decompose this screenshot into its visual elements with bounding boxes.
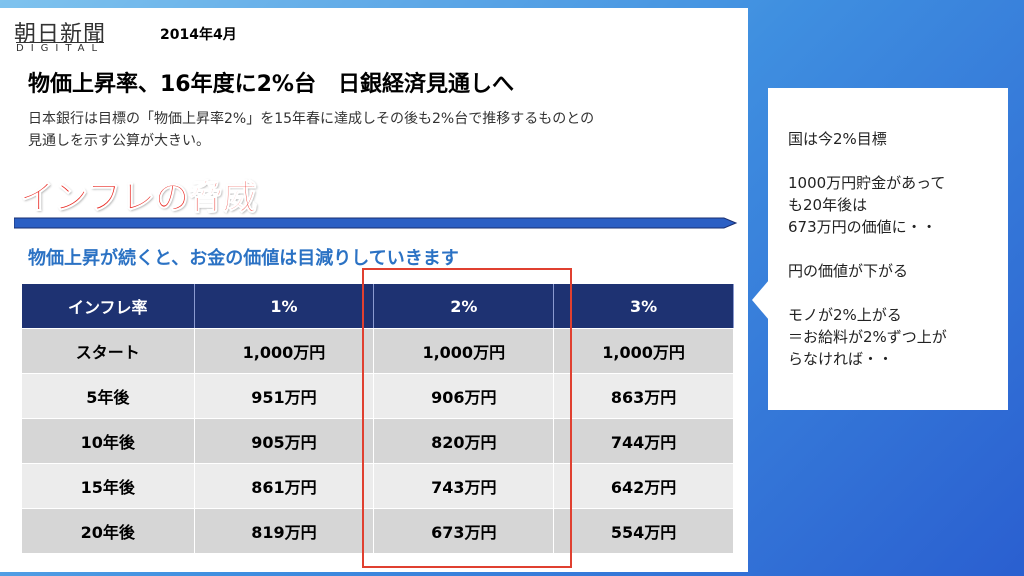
note-line: 円の価値が下がる	[788, 262, 909, 280]
cell: 1,000万円	[553, 328, 734, 374]
note-line: 1000万円貯金があって	[788, 174, 946, 192]
note-paragraph: モノが2%上がる ＝お給料が2%ずつ上が らなければ・・	[788, 304, 947, 370]
row-label: スタート	[22, 328, 195, 374]
table-row: 15年後 861万円 743万円 642万円	[22, 463, 734, 509]
divider-arrow	[14, 217, 738, 229]
note-line: ＝お給料が2%ずつ上が	[788, 328, 947, 346]
cell: 1,000万円	[373, 328, 555, 374]
cell: 863万円	[553, 373, 734, 419]
note-line: モノが2%上がる	[788, 306, 902, 324]
header-cell: 3%	[553, 284, 734, 329]
note-line: も20年後は	[788, 196, 868, 214]
table-row: 20年後 819万円 673万円 554万円	[22, 508, 734, 554]
table-row: 5年後 951万円 906万円 863万円	[22, 373, 734, 419]
table-row: スタート 1,000万円 1,000万円 1,000万円	[22, 328, 734, 374]
cell: 905万円	[194, 418, 375, 464]
header-cell: 1%	[194, 284, 375, 329]
cell: 906万円	[373, 373, 555, 419]
table-row: 10年後 905万円 820万円 744万円	[22, 418, 734, 464]
lede: 日本銀行は目標の「物価上昇率2%」を15年春に達成しその後も2%台で推移するもの…	[28, 108, 594, 152]
cell: 861万円	[194, 463, 375, 509]
row-label: 15年後	[22, 463, 195, 509]
row-label: 20年後	[22, 508, 195, 554]
note-paragraph: 国は今2%目標	[788, 128, 947, 150]
header-cell: 2%	[373, 284, 555, 329]
note-text: 国は今2%目標 1000万円貯金があって も20年後は 673万円の価値に・・ 円の価値…	[788, 128, 947, 392]
inflation-table: インフレ率 1% 2% 3% スタート 1,000万円 1,000万円 1,000万円 5年後 9…	[22, 284, 734, 554]
lede-line: 見通しを示す公算が大きい。	[28, 133, 210, 149]
cell: 743万円	[373, 463, 555, 509]
note-line: 国は今2%目標	[788, 130, 887, 148]
logo-sub: DIGITAL	[16, 42, 105, 54]
cell: 819万円	[194, 508, 375, 554]
lede-line: 日本銀行は目標の「物価上昇率2%」を15年春に達成しその後も2%台で推移するもの…	[28, 111, 595, 127]
cell: 642万円	[553, 463, 734, 509]
row-label: 10年後	[22, 418, 195, 464]
header-cell: インフレ率	[22, 284, 195, 329]
date: 2014年4月	[160, 27, 237, 43]
cell: 1,000万円	[194, 328, 375, 374]
note-paragraph: 円の価値が下がる	[788, 260, 947, 282]
headline: 物価上昇率、16年度に2%台 日銀経済見通しへ	[28, 72, 514, 97]
cell: 554万円	[553, 508, 734, 554]
note-bubble	[768, 88, 1008, 410]
cell: 820万円	[373, 418, 555, 464]
note-line: 673万円の価値に・・	[788, 218, 937, 236]
cell: 951万円	[194, 373, 375, 419]
subheading: 物価上昇が続くと、お金の価値は目減りしていきます	[28, 248, 459, 269]
note-line: らなければ・・	[788, 350, 894, 368]
row-label: 5年後	[22, 373, 195, 419]
banner: インフレの脅威	[20, 178, 258, 219]
cell: 673万円	[373, 508, 555, 554]
header-row: インフレ率 1% 2% 3%	[22, 284, 734, 329]
highlight-box	[362, 268, 572, 568]
cell: 744万円	[553, 418, 734, 464]
bubble-pointer	[752, 280, 769, 320]
note-paragraph: 1000万円貯金があって も20年後は 673万円の価値に・・	[788, 172, 947, 238]
